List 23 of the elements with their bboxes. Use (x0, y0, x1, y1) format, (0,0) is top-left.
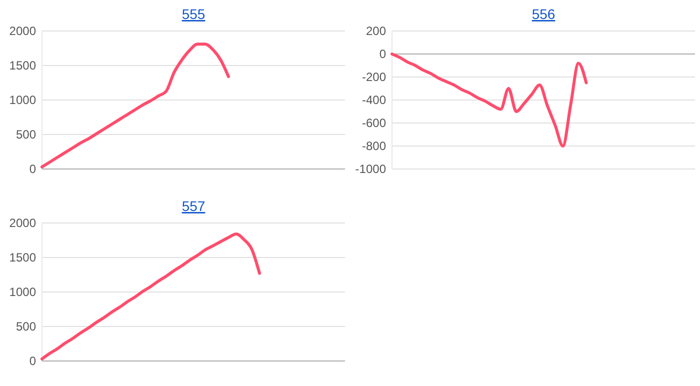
y-tick-label: 2000 (9, 216, 36, 230)
y-tick-label: 500 (16, 320, 36, 334)
y-tick-label: -1000 (355, 162, 386, 176)
y-tick-label: 0 (29, 354, 36, 368)
y-tick-label: 0 (379, 47, 386, 62)
y-tick-label: 2000 (9, 24, 36, 38)
y-tick-label: 0 (29, 162, 36, 176)
y-tick-label: 1500 (9, 250, 36, 265)
y-tick-label: 200 (366, 24, 386, 38)
y-tick-label: -200 (362, 70, 386, 84)
chart-title: 557 (182, 198, 206, 214)
y-tick-label: -600 (362, 116, 386, 130)
y-tick-label: 500 (16, 128, 36, 142)
y-tick-label: 1500 (9, 58, 36, 73)
y-tick-label: 1000 (9, 285, 36, 300)
chart-title: 556 (532, 6, 556, 22)
y-tick-label: -400 (362, 93, 386, 108)
line-series (40, 232, 262, 360)
y-tick-label: -800 (362, 139, 386, 154)
chart-title: 555 (182, 6, 206, 22)
y-tick-label: 1000 (9, 93, 36, 108)
line-series (390, 52, 588, 148)
line-series (40, 42, 230, 168)
